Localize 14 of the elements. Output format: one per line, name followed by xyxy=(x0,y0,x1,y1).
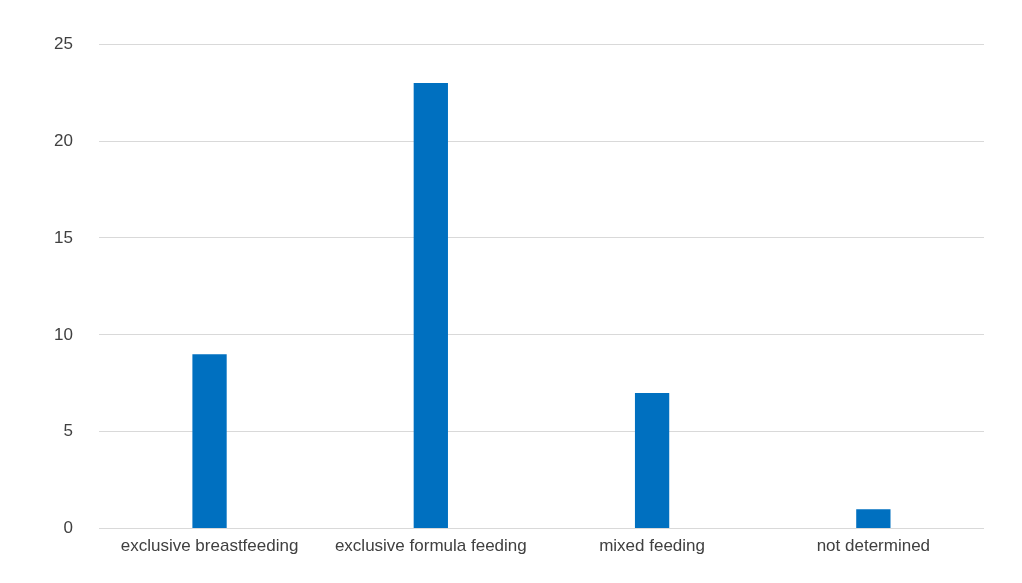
bar xyxy=(413,82,448,529)
y-tick-label: 25 xyxy=(53,33,73,53)
y-tick-label: 15 xyxy=(53,227,73,247)
y-tick-label: 10 xyxy=(53,324,73,344)
bar xyxy=(634,392,670,529)
x-tick-label: exclusive formula feeding xyxy=(334,536,527,556)
y-tick-label: 0 xyxy=(63,518,73,538)
y-tick-label: 5 xyxy=(63,421,73,441)
bar xyxy=(192,354,227,529)
x-tick-label: mixed feeding xyxy=(599,536,706,556)
bar xyxy=(856,509,891,529)
x-tick-label: exclusive breastfeeding xyxy=(120,536,299,556)
x-tick-label: not determined xyxy=(816,536,931,556)
y-tick-label: 20 xyxy=(53,130,73,150)
